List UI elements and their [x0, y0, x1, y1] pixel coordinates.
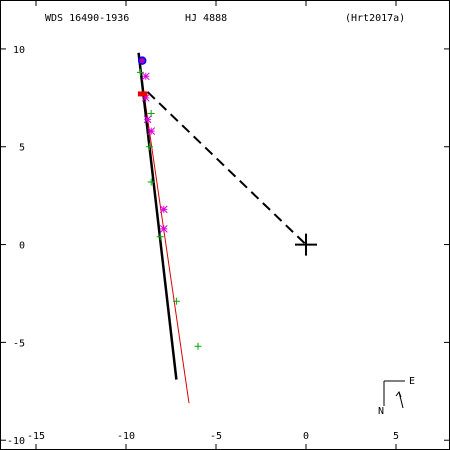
green-plus-point [136, 68, 144, 76]
header-right: (Hrt2017a) [345, 13, 405, 24]
x-tick-label: -10 [117, 431, 135, 442]
x-tick-label: 5 [393, 431, 399, 442]
blue-circle-point [137, 56, 147, 65]
header-center: HJ 4888 [185, 13, 227, 24]
orientation-e-label: E [409, 376, 415, 387]
orbit-track-line [137, 52, 178, 380]
magenta-asterisk-point [143, 115, 152, 124]
motion-arrow-icon [395, 390, 402, 398]
y-tick-label: -5 [13, 338, 25, 349]
magenta-asterisk-point [141, 93, 150, 102]
green-plus-point [147, 109, 155, 117]
orientation-indicator: N E [378, 376, 415, 417]
x-tick-label: -15 [27, 431, 45, 442]
red-square-point [137, 91, 143, 97]
y-tick-label: 5 [19, 143, 25, 154]
magenta-asterisk-point [159, 225, 168, 233]
primary-star [295, 233, 317, 256]
y-tick-label: -10 [7, 436, 25, 447]
primary-star-cross [295, 233, 317, 256]
green-plus-point [156, 233, 164, 241]
node-line [146, 91, 307, 246]
green-plus-point [194, 342, 202, 350]
magenta-asterisk-point [147, 127, 156, 135]
green-plus-point [147, 178, 155, 186]
magenta-asterisk-point [159, 205, 168, 214]
observation-points [136, 56, 202, 350]
green-plus-point [145, 143, 153, 151]
x-tick-label: 0 [303, 431, 309, 442]
red-square-point [142, 91, 148, 97]
magenta-asterisk-point [141, 72, 150, 81]
orientation-n-label: N [378, 406, 384, 417]
y-tick-label: 0 [19, 241, 25, 252]
header-left: WDS 16490-1936 [45, 13, 129, 24]
y-tick-label: 10 [13, 45, 25, 56]
green-plus-point [172, 297, 180, 305]
x-tick-label: -5 [210, 431, 222, 442]
